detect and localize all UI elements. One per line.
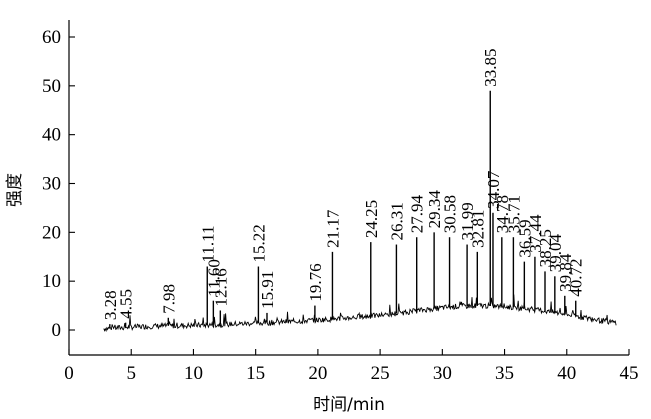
peak-label: 34.78 bbox=[493, 195, 512, 233]
x-ticks: 0 5 10 15 20 25 30 35 40 45 bbox=[64, 349, 639, 384]
peak-label: 39.84 bbox=[556, 253, 575, 292]
x-tick-label: 5 bbox=[126, 363, 136, 384]
y-tick-label: 10 bbox=[42, 271, 61, 292]
y-tick-label: 20 bbox=[42, 222, 61, 243]
series-line bbox=[103, 294, 617, 333]
x-tick-label: 0 bbox=[64, 363, 74, 384]
x-axis-title: 时间/min bbox=[313, 395, 385, 415]
peak-label: 26.31 bbox=[387, 202, 406, 240]
peak-label: 37.44 bbox=[526, 214, 545, 253]
peak-label: 32.81 bbox=[468, 210, 487, 248]
x-tick-label: 30 bbox=[433, 363, 452, 384]
peak-label: 27.94 bbox=[408, 194, 427, 233]
peak-label: 15.22 bbox=[249, 224, 268, 262]
plot-area bbox=[103, 90, 617, 333]
peak-label: 11.11 bbox=[198, 226, 217, 263]
x-tick-label: 10 bbox=[184, 363, 203, 384]
peak-label: 3.28 bbox=[101, 290, 120, 320]
y-ticks: 0 10 20 30 40 50 60 bbox=[42, 27, 75, 341]
peak-label: 39.04 bbox=[546, 234, 565, 273]
peak-label: 19.76 bbox=[306, 263, 325, 301]
x-tick-label: 20 bbox=[308, 363, 327, 384]
peak-label: 24.25 bbox=[362, 200, 381, 238]
y-tick-label: 40 bbox=[42, 125, 61, 146]
x-tick-label: 15 bbox=[246, 363, 265, 384]
x-tick-label: 45 bbox=[620, 363, 639, 384]
peak-label: 33.85 bbox=[481, 48, 500, 86]
x-tick-label: 25 bbox=[371, 363, 390, 384]
y-axis-title: 强度 bbox=[5, 173, 25, 207]
x-tick-label: 35 bbox=[495, 363, 514, 384]
peak-label: 31.99 bbox=[458, 202, 477, 240]
peak-label: 7.98 bbox=[159, 284, 178, 314]
x-tick-label: 40 bbox=[557, 363, 576, 384]
peak-label: 4.55 bbox=[117, 289, 136, 319]
peak-label: 36.59 bbox=[515, 219, 534, 257]
peak-label: 30.58 bbox=[441, 195, 460, 233]
peak-label: 11.60 bbox=[204, 259, 223, 297]
y-tick-label: 0 bbox=[52, 320, 62, 341]
peak-label: 29.34 bbox=[425, 190, 444, 229]
peak-label: 34.07 bbox=[484, 170, 503, 209]
peak-label: 12.16 bbox=[211, 268, 230, 306]
peak-label: 38.25 bbox=[536, 229, 555, 267]
y-tick-label: 60 bbox=[42, 27, 61, 48]
peak-label: 40.72 bbox=[567, 258, 586, 296]
peak-label: 15.91 bbox=[258, 271, 277, 309]
y-tick-label: 50 bbox=[42, 76, 61, 97]
peak-label: 35.71 bbox=[504, 195, 523, 233]
peak-label: 21.17 bbox=[323, 209, 342, 248]
y-tick-label: 30 bbox=[42, 174, 61, 195]
